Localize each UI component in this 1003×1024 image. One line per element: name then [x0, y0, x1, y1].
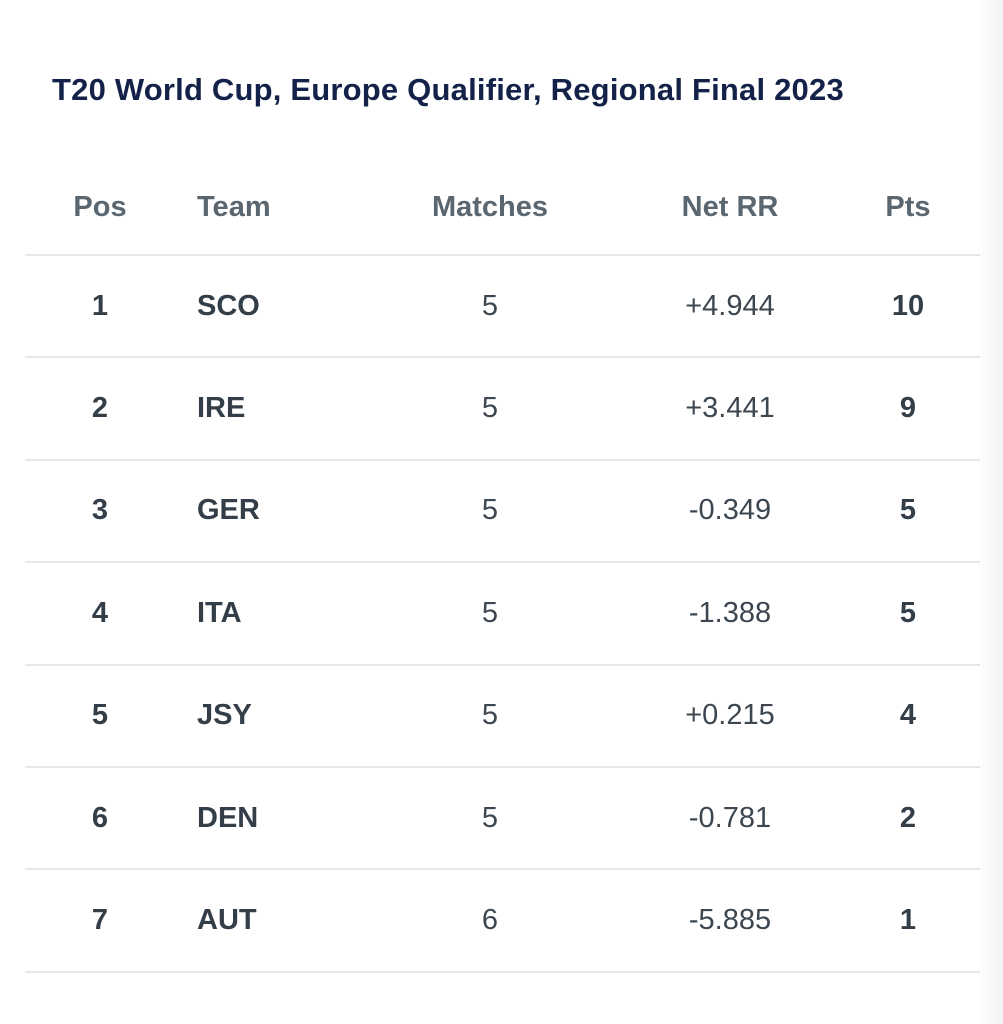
matches-cell: 5 [481, 494, 499, 527]
header-net-rr: Net RR [681, 191, 779, 223]
page-title: T20 World Cup, Europe Qualifier, Regiona… [52, 72, 844, 107]
pos-cell: 2 [91, 392, 109, 425]
team-cell: ITA [197, 596, 242, 629]
pos-cell: 1 [91, 289, 109, 322]
pos-cell: 4 [91, 596, 109, 629]
pts-cell: 9 [899, 392, 917, 425]
pts-cell: 2 [899, 801, 917, 834]
net-rr-cell: -1.388 [688, 596, 772, 629]
net-rr-cell: -5.885 [688, 904, 772, 937]
pos-cell: 6 [91, 801, 109, 834]
header-matches: Matches [431, 191, 549, 223]
header-pos: Pos [73, 191, 127, 223]
matches-cell: 5 [481, 289, 499, 322]
matches-cell: 5 [481, 699, 499, 732]
net-rr-cell: +3.441 [685, 392, 775, 425]
net-rr-cell: -0.349 [688, 494, 772, 527]
header-team: Team [197, 191, 271, 223]
table-row: 7 AUT 6 -5.885 1 [25, 870, 980, 973]
pts-cell: 5 [899, 494, 917, 527]
pos-cell: 3 [91, 494, 109, 527]
pts-cell: 1 [899, 904, 917, 937]
pos-cell: 7 [91, 904, 109, 937]
table-body: 1 SCO 5 +4.944 10 2 IRE 5 +3.441 9 3 GER… [25, 256, 980, 973]
matches-cell: 5 [481, 392, 499, 425]
page-edge-shading [977, 0, 1003, 1024]
header-pts: Pts [885, 191, 931, 223]
team-cell: IRE [197, 392, 246, 425]
net-rr-cell: -0.781 [688, 801, 772, 834]
matches-cell: 6 [481, 904, 499, 937]
pos-cell: 5 [91, 699, 109, 732]
table-row: 6 DEN 5 -0.781 2 [25, 768, 980, 871]
pts-cell: 5 [899, 596, 917, 629]
table-row: 4 ITA 5 -1.388 5 [25, 563, 980, 666]
team-cell: JSY [197, 699, 252, 732]
table-row: 5 JSY 5 +0.215 4 [25, 666, 980, 768]
table-row: 3 GER 5 -0.349 5 [25, 461, 980, 564]
standings-table: Pos Team Matches Net RR Pts 1 SCO 5 +4.9… [25, 161, 980, 973]
table-header-row: Pos Team Matches Net RR Pts [25, 161, 980, 256]
table-row: 2 IRE 5 +3.441 9 [25, 358, 980, 461]
matches-cell: 5 [481, 596, 499, 629]
pts-cell: 10 [891, 289, 925, 322]
net-rr-cell: +4.944 [685, 289, 775, 322]
table-row: 1 SCO 5 +4.944 10 [25, 256, 980, 359]
matches-cell: 5 [481, 801, 499, 834]
team-cell: SCO [197, 289, 260, 322]
pts-cell: 4 [899, 699, 917, 732]
team-cell: DEN [197, 801, 259, 834]
team-cell: GER [197, 494, 260, 527]
net-rr-cell: +0.215 [685, 699, 775, 732]
team-cell: AUT [197, 904, 257, 937]
